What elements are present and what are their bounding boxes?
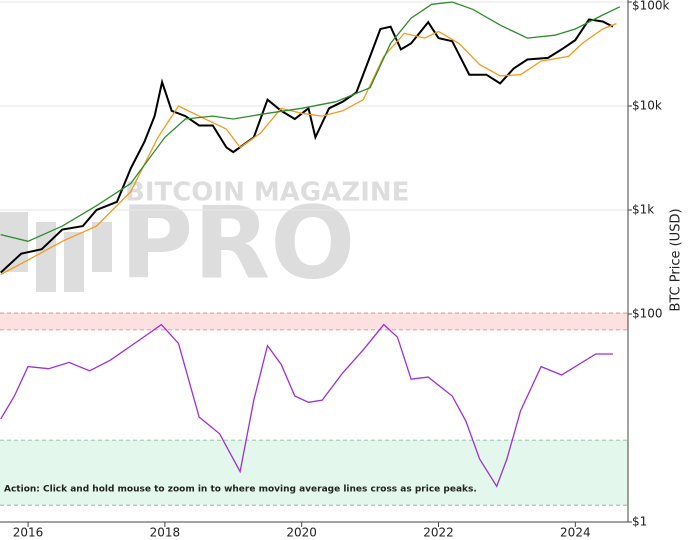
x-tick-label: 2018	[150, 526, 181, 540]
y-tick-label: $1k	[632, 203, 654, 217]
y-tick-label: $1	[632, 515, 647, 529]
y-tick-label: $10k	[632, 99, 662, 113]
logo-shape	[64, 232, 84, 292]
series-line	[0, 323, 613, 488]
y-axis-label: BTC Price (USD)	[669, 208, 684, 311]
series-line	[0, 22, 617, 276]
x-tick-label: 2024	[560, 526, 591, 540]
series-line	[0, 1, 621, 242]
x-tick-label: 2020	[286, 526, 317, 540]
series-line	[0, 18, 614, 274]
y-tick-label: $100	[632, 307, 663, 321]
logo-shape	[92, 222, 112, 272]
annotation: Action: Click and hold mouse to zoom in …	[4, 485, 477, 495]
x-tick-label: 2022	[423, 526, 454, 540]
x-tick-label: 2016	[13, 526, 44, 540]
logo-shape	[36, 222, 56, 292]
band	[0, 440, 628, 506]
watermark-text: BITCOIN MAGAZINE	[125, 178, 409, 208]
band	[0, 313, 628, 330]
y-tick-label: $100k	[632, 0, 670, 13]
plot-layer	[0, 1, 628, 506]
watermark-text: PRO	[120, 184, 355, 301]
watermark: BITCOIN MAGAZINE PRO	[0, 178, 409, 301]
